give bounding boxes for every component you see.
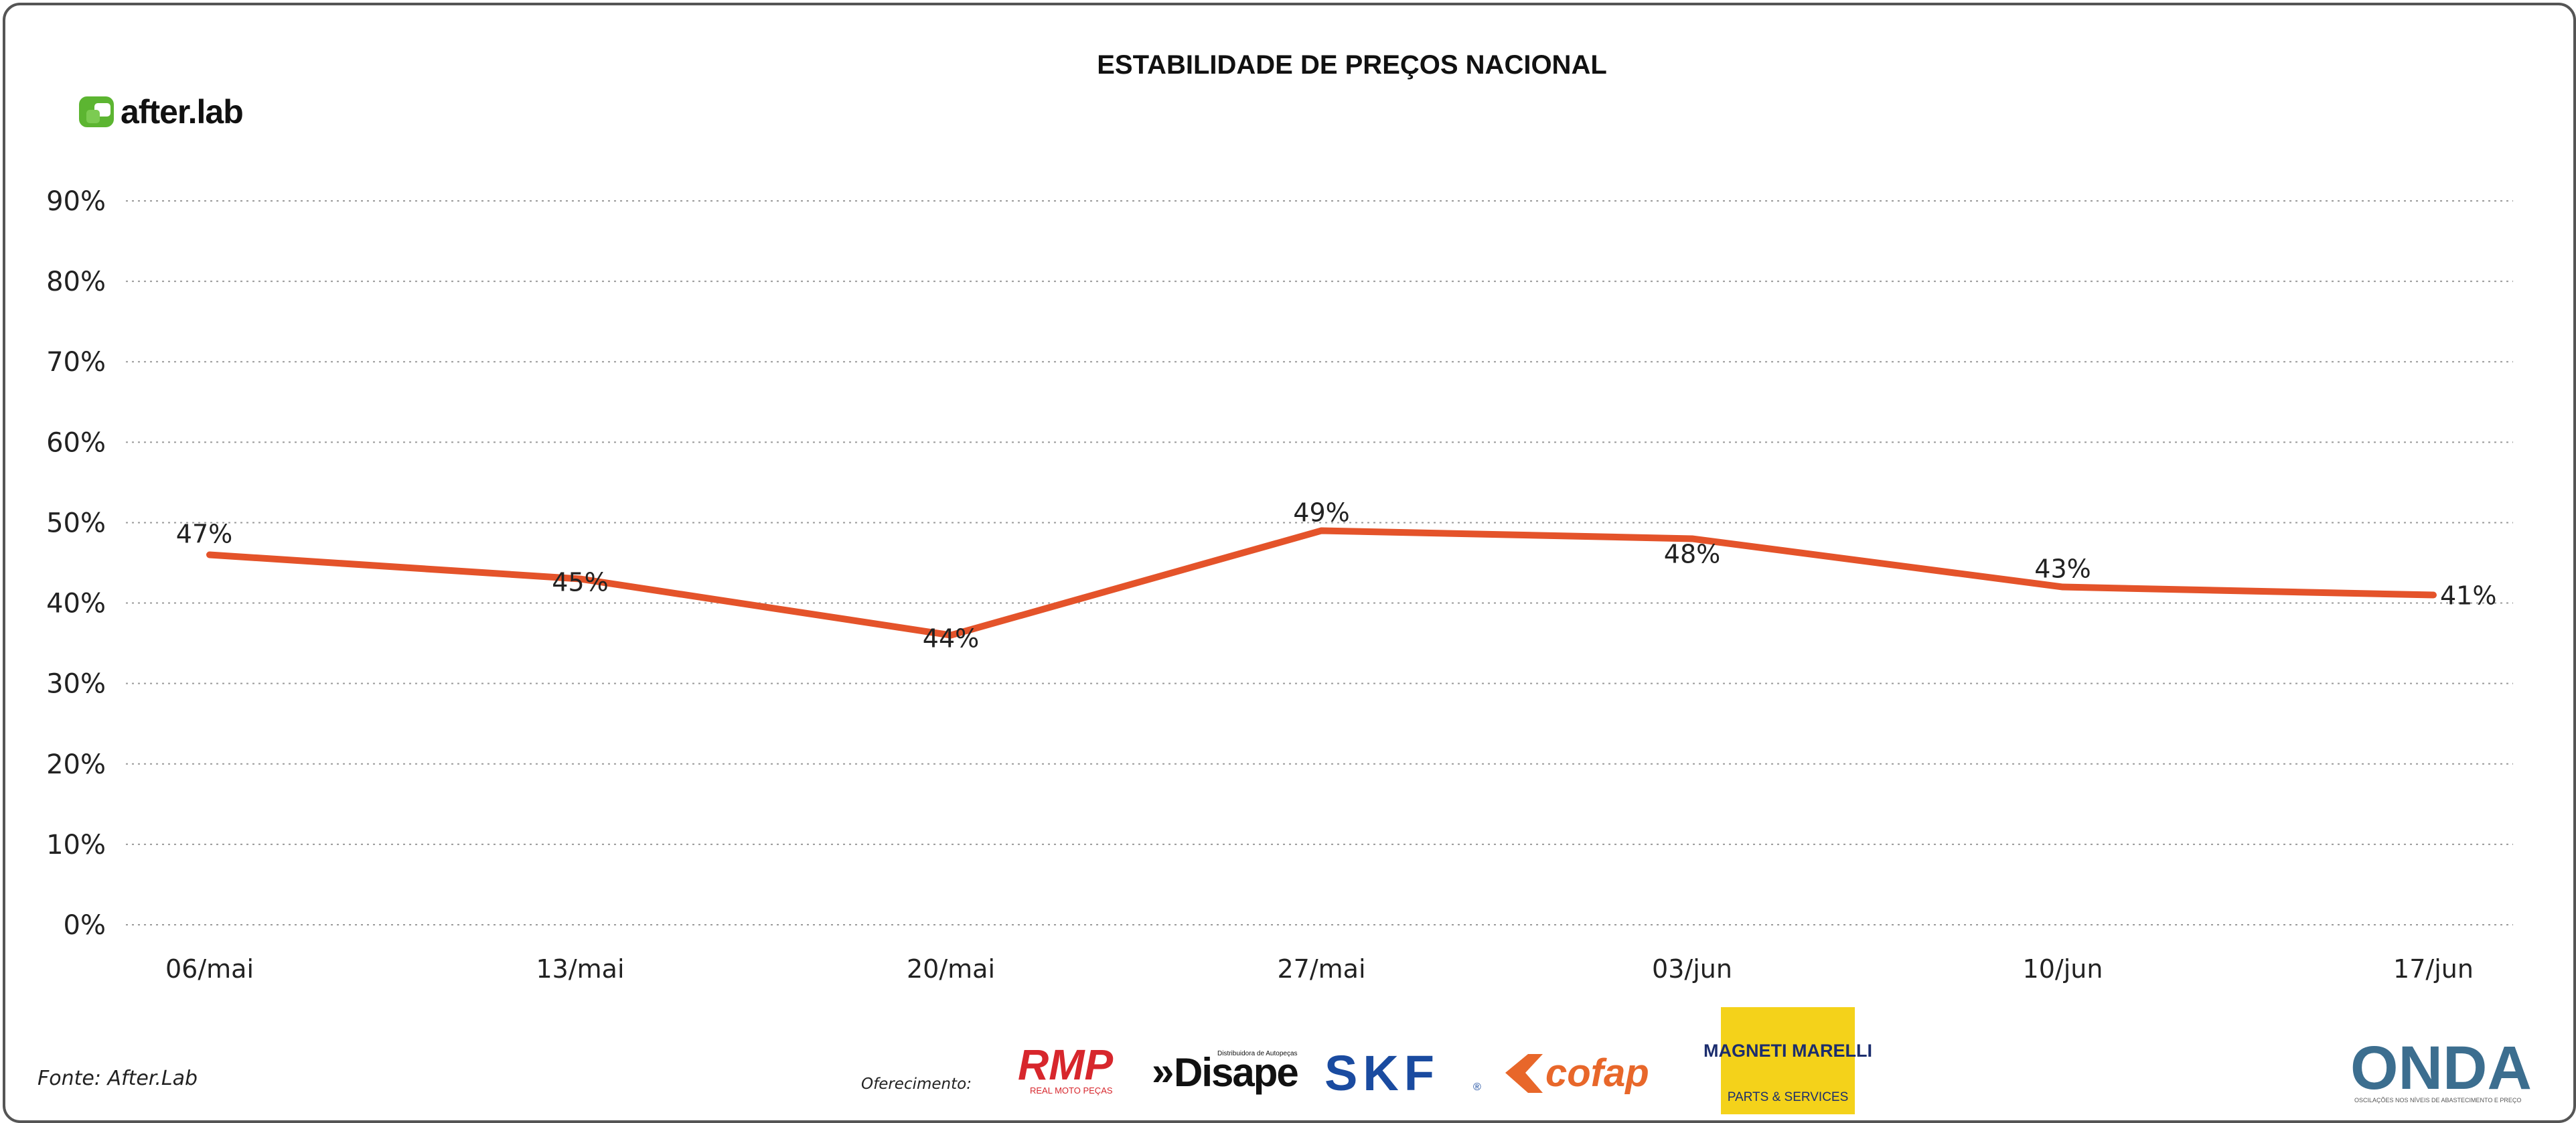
- onda-logo-subtitle: OSCILAÇÕES NOS NÍVEIS DE ABASTECIMENTO E…: [2354, 1097, 2521, 1104]
- x-tick-label: 17/jun: [2393, 954, 2474, 984]
- rmp-logo-subtitle: REAL MOTO PEÇAS: [1030, 1085, 1113, 1096]
- chart-frame: ESTABILIDADE DE PREÇOS NACIONAL after.la…: [3, 3, 2576, 1123]
- y-tick-label: 50%: [46, 508, 106, 538]
- chart-title: ESTABILIDADE DE PREÇOS NACIONAL: [1097, 50, 1607, 80]
- data-label: 49%: [1293, 498, 1349, 527]
- magneti-marelli-logo: MAGNETI MARELLI PARTS & SERVICES: [1703, 1007, 1872, 1114]
- x-tick-label: 13/mai: [536, 954, 624, 984]
- y-tick-label: 90%: [46, 186, 106, 217]
- x-tick-label: 20/mai: [907, 954, 995, 984]
- gridlines: [126, 200, 2513, 925]
- y-tick-label: 20%: [46, 749, 106, 780]
- data-labels: 47% 45% 44% 49% 48% 43% 41%: [176, 498, 2497, 653]
- y-tick-label: 0%: [64, 910, 106, 941]
- cofap-logo: cofap: [1505, 1051, 1649, 1095]
- rmp-logo: RMP REAL MOTO PEÇAS: [1018, 1041, 1114, 1096]
- magneti-marelli-subtitle: PARTS & SERVICES: [1728, 1090, 1849, 1104]
- data-label: 48%: [1664, 539, 1720, 569]
- sponsor-label: Oferecimento:: [861, 1075, 972, 1093]
- series-line: [206, 527, 2437, 639]
- x-tick-label: 03/jun: [1652, 954, 1732, 984]
- y-tick-label: 10%: [46, 830, 106, 860]
- magneti-marelli-badge: [1721, 1007, 1855, 1114]
- cofap-logo-text: cofap: [1545, 1051, 1649, 1095]
- data-label: 43%: [2034, 554, 2091, 584]
- data-label: 44%: [923, 624, 979, 654]
- skf-logo-text: SKF: [1324, 1045, 1440, 1101]
- x-tick-label: 27/mai: [1277, 954, 1365, 984]
- skf-logo: SKF ®: [1324, 1045, 1481, 1101]
- y-tick-label: 80%: [46, 267, 106, 297]
- y-tick-label: 40%: [46, 589, 106, 619]
- chart-canvas: ESTABILIDADE DE PREÇOS NACIONAL after.la…: [37, 50, 2532, 1114]
- x-tick-label: 10/jun: [2023, 954, 2103, 984]
- cofap-chevron-icon: [1505, 1054, 1543, 1093]
- x-tick-label: 06/mai: [165, 954, 254, 984]
- disape-logo-text: Disape: [1174, 1050, 1298, 1095]
- rmp-logo-text: RMP: [1018, 1041, 1114, 1089]
- source-note: Fonte: After.Lab: [37, 1067, 198, 1090]
- disape-logo-subtitle: Distribuidora de Autopeças: [1217, 1050, 1298, 1057]
- y-axis-ticks: 0% 10% 20% 30% 40% 50% 60% 70% 80% 90%: [46, 186, 106, 941]
- onda-logo: ONDA OSCILAÇÕES NOS NÍVEIS DE ABASTECIME…: [2350, 1034, 2532, 1104]
- magneti-marelli-name: MAGNETI MARELLI: [1703, 1041, 1872, 1061]
- x-axis-ticks: 06/mai 13/mai 20/mai 27/mai 03/jun 10/jun 17/j…: [165, 954, 2474, 984]
- data-label: 47%: [176, 519, 232, 548]
- svg-text:»: »: [1152, 1049, 1174, 1094]
- data-label: 41%: [2440, 581, 2496, 611]
- y-tick-label: 70%: [46, 347, 106, 378]
- brand-name: after.lab: [121, 93, 243, 131]
- data-label: 45%: [552, 568, 608, 597]
- svg-text:®: ®: [1473, 1081, 1481, 1093]
- onda-logo-text: ONDA: [2350, 1034, 2532, 1102]
- y-tick-label: 30%: [46, 669, 106, 700]
- disape-logo: » Disape Distribuidora de Autopeças: [1152, 1049, 1299, 1095]
- after-lab-logo: after.lab: [79, 93, 244, 131]
- y-tick-label: 60%: [46, 427, 106, 458]
